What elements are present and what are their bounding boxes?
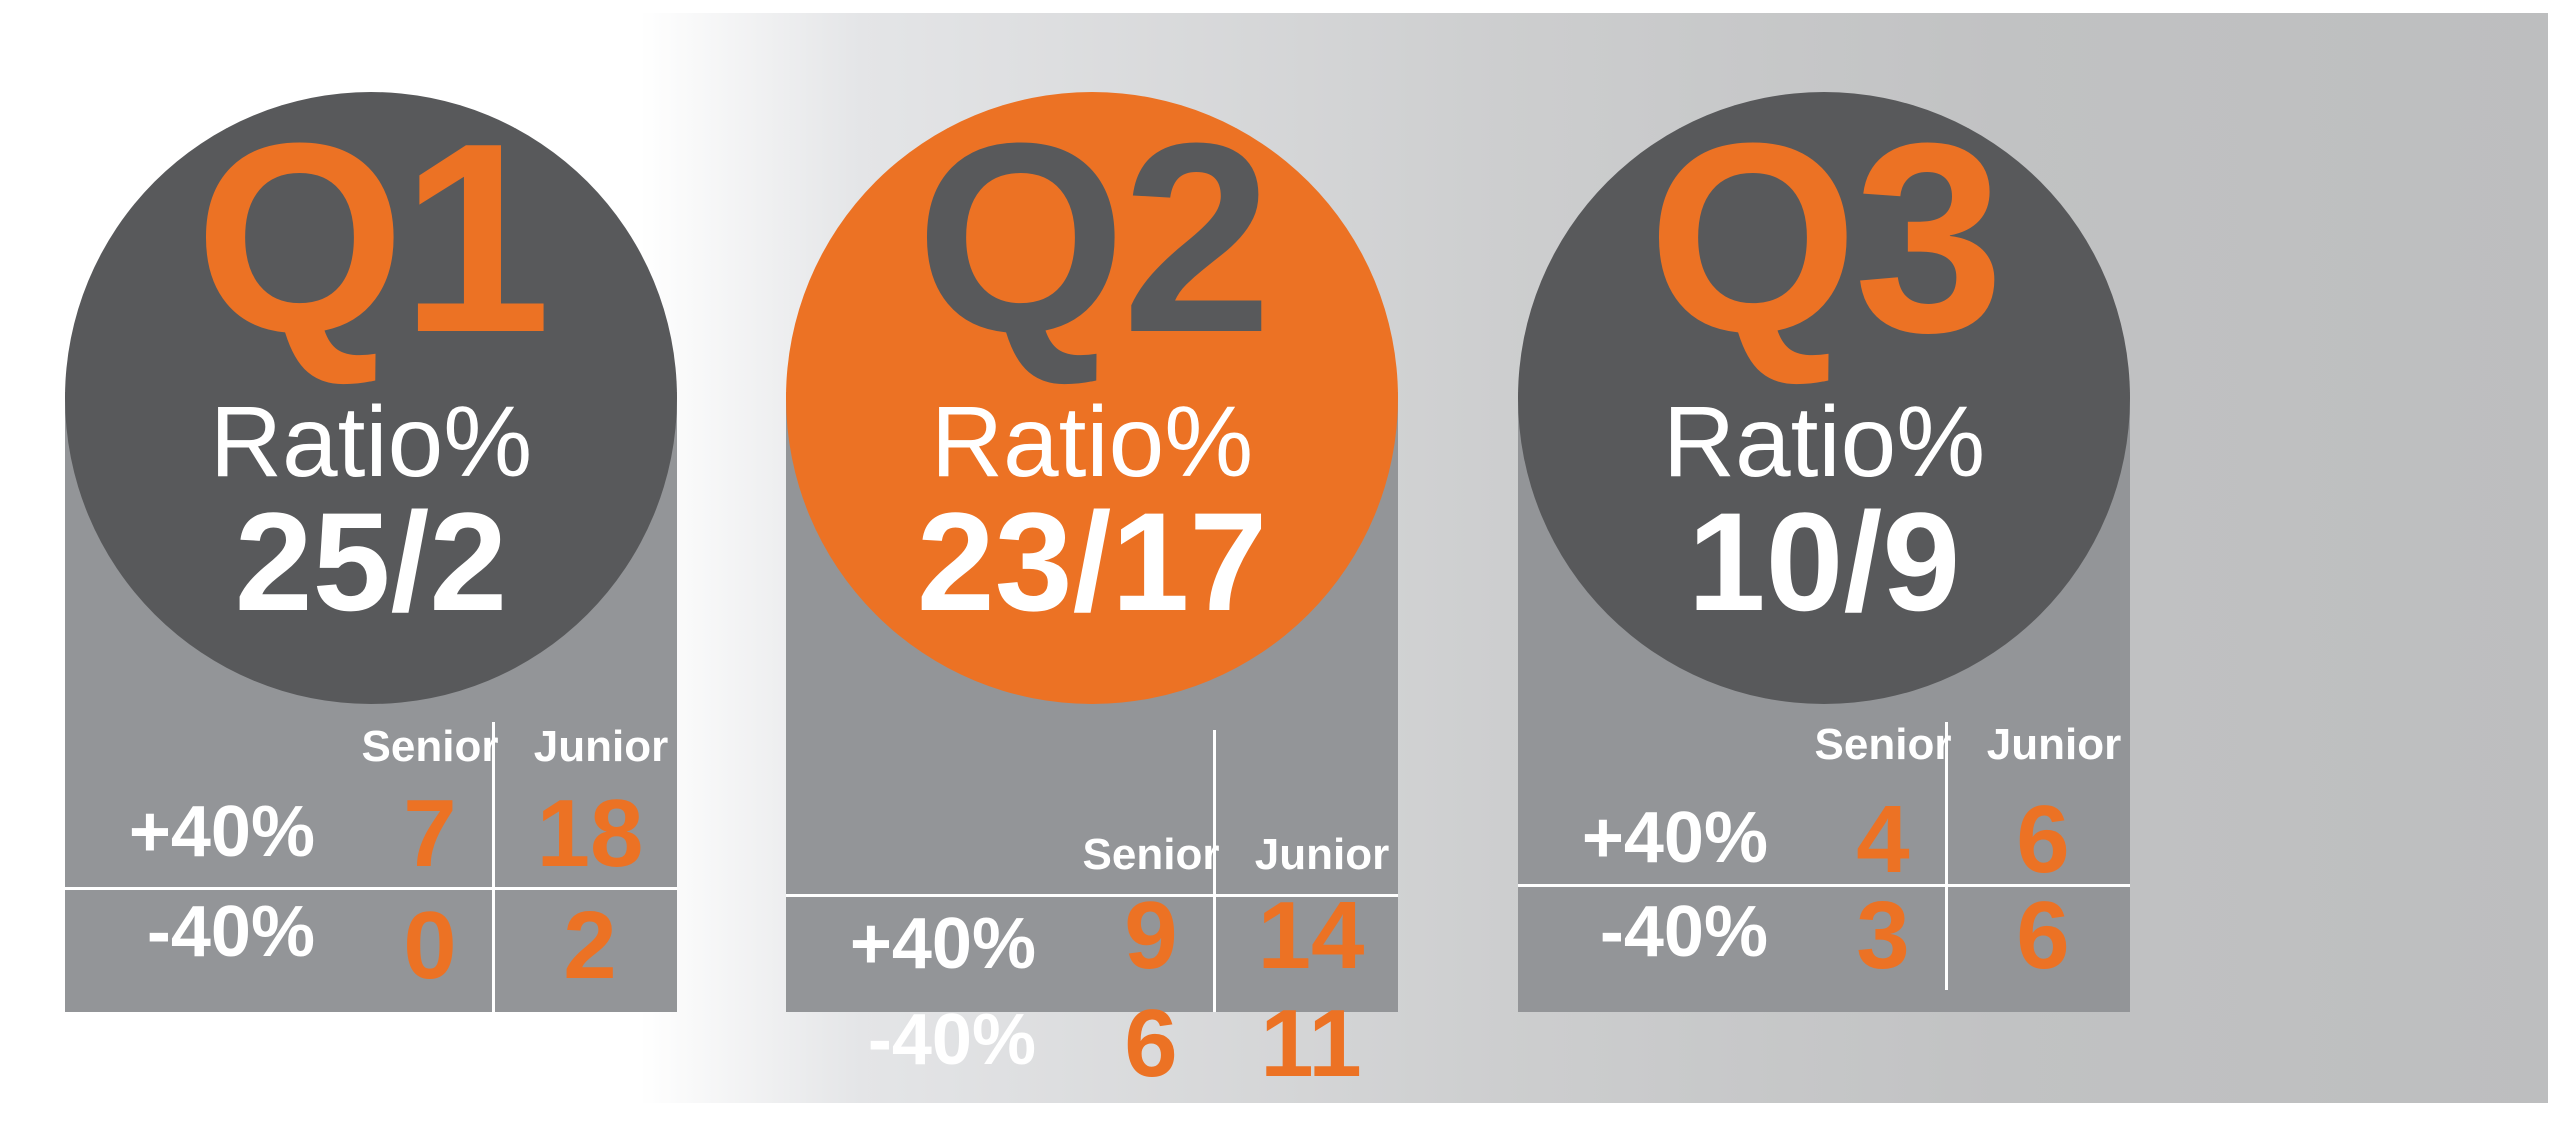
row-label-minus-40: -40% xyxy=(146,892,315,972)
row-label-minus-40: -40% xyxy=(1599,892,1768,972)
senior-header: Senior xyxy=(361,722,499,771)
junior-plus-40-value: 18 xyxy=(536,780,644,887)
quarter-circle xyxy=(786,92,1398,704)
junior-header: Junior xyxy=(533,722,669,771)
row-divider xyxy=(65,887,677,890)
ratio-value: 25/2 xyxy=(234,483,508,640)
senior-minus-40-value: 6 xyxy=(1124,990,1178,1097)
senior-plus-40-value: 4 xyxy=(1856,786,1910,893)
row-label-minus-40: -40% xyxy=(867,1000,1036,1080)
quarter-circle xyxy=(1518,92,2130,704)
junior-plus-40-value: 14 xyxy=(1257,882,1365,989)
junior-plus-40-value: 6 xyxy=(2016,786,2070,893)
column-divider xyxy=(492,722,495,1012)
senior-plus-40-value: 7 xyxy=(403,780,457,887)
senior-plus-40-value: 9 xyxy=(1124,882,1178,989)
row-divider xyxy=(1518,884,2130,887)
quarter-card-q1: Q1 Ratio% 25/2 Senior Junior +40% 7 18 -… xyxy=(65,92,677,1012)
ratio-label: Ratio% xyxy=(1662,386,1986,498)
senior-header: Senior xyxy=(1814,720,1952,769)
ratio-label: Ratio% xyxy=(930,386,1254,498)
senior-minus-40-value: 3 xyxy=(1856,882,1910,989)
column-divider xyxy=(1213,730,1216,1012)
junior-minus-40-value: 6 xyxy=(2016,882,2070,989)
quarter-card-q3: Q3 Ratio% 10/9 Senior Junior +40% 4 6 -4… xyxy=(1518,92,2130,1012)
quarter-card-q2: Q2 Ratio% 23/17 Senior Junior +40% 9 14 … xyxy=(786,88,1398,1092)
row-label-plus-40: +40% xyxy=(1581,798,1768,878)
junior-header: Junior xyxy=(1254,830,1390,879)
ratio-value: 23/17 xyxy=(916,483,1268,640)
quarter-label: Q2 xyxy=(915,88,1272,389)
row-divider xyxy=(786,894,1398,897)
quarter-label: Q3 xyxy=(1647,88,2004,389)
row-label-plus-40: +40% xyxy=(128,792,315,872)
ratio-label: Ratio% xyxy=(209,386,533,498)
senior-minus-40-value: 0 xyxy=(403,892,457,999)
ratio-value: 10/9 xyxy=(1687,483,1961,640)
row-label-plus-40: +40% xyxy=(849,904,1036,984)
junior-minus-40-value: 11 xyxy=(1260,990,1362,1097)
junior-minus-40-value: 2 xyxy=(563,892,617,999)
quarter-circle xyxy=(65,92,677,704)
column-divider xyxy=(1945,722,1948,990)
junior-header: Junior xyxy=(1986,720,2122,769)
senior-header: Senior xyxy=(1082,830,1220,879)
quarter-label: Q1 xyxy=(194,88,551,389)
